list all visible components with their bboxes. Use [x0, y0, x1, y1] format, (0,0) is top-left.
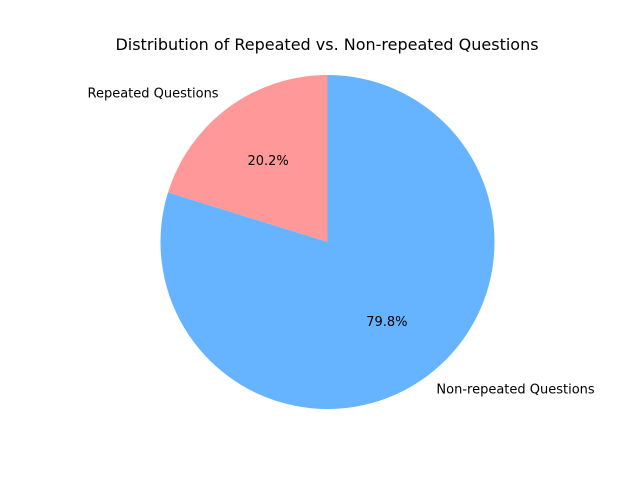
pie-slices: [160, 75, 495, 409]
slice-label-repeated-questions: Repeated Questions: [88, 87, 219, 102]
chart-title: Distribution of Repeated vs. Non-repeate…: [115, 35, 538, 54]
slice-percent-non-repeated-questions: 79.8%: [366, 315, 407, 330]
slice-label-non-repeated-questions: Non-repeated Questions: [436, 382, 595, 397]
pie-labels: Repeated Questions 20.2% Non-repeated Ques…: [88, 87, 595, 398]
slice-percent-repeated-questions: 20.2%: [247, 154, 288, 169]
pie-slice-repeated-questions: [168, 75, 328, 242]
pie-slice-non-repeated-questions: [160, 75, 495, 409]
